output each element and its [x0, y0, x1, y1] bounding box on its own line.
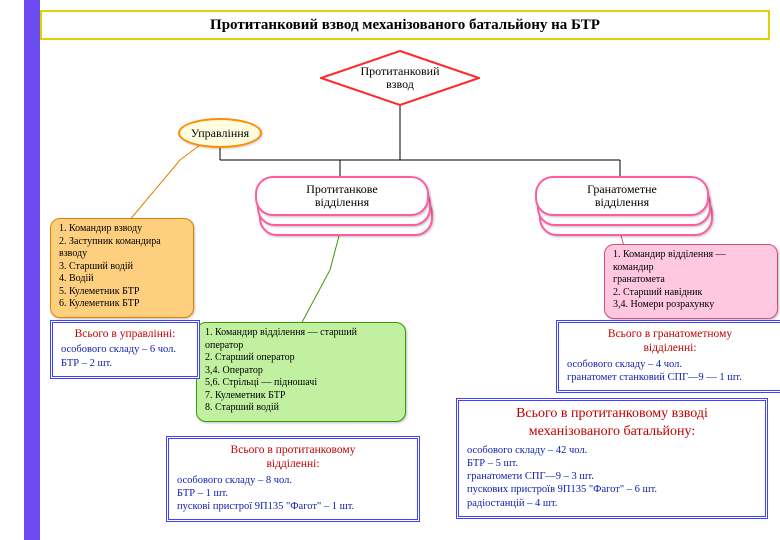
callout-management-text: 1. Командир взводу 2. Заступник командир…: [59, 223, 185, 311]
callout-grenade: 1. Командир відділення — командир гранат…: [604, 244, 778, 319]
summary-management-body: особового складу – 6 чол. БТР – 2 шт.: [61, 343, 189, 369]
title-bar: Протитанковий взвод механізованого батал…: [40, 10, 770, 40]
at-department-stack: Протитанкове відділення: [255, 176, 425, 232]
summary-total-header: Всього в протитанковому взводі механізов…: [467, 405, 757, 440]
grenade-department-stack: Гранатометне відділення: [535, 176, 705, 232]
left-stripe: [24, 0, 40, 540]
summary-at-header: Всього в протитанковому відділенні:: [177, 443, 409, 472]
summary-at: Всього в протитанковому відділенні: особ…: [166, 436, 420, 522]
root-node: Протитанковий взвод: [320, 50, 480, 106]
summary-grenade-body: особового складу – 4 чол. гранатомет ста…: [567, 358, 773, 384]
summary-management: Всього в управлінні: особового складу – …: [50, 320, 200, 379]
summary-at-body: особового складу – 8 чол. БТР – 1 шт. пу…: [177, 474, 409, 513]
callout-management: 1. Командир взводу 2. Заступник командир…: [50, 218, 194, 318]
summary-grenade: Всього в гранатометному відділенні: особ…: [556, 320, 780, 393]
at-department-label: Протитанкове відділення: [306, 183, 377, 209]
page-title: Протитанковий взвод механізованого батал…: [210, 17, 600, 34]
management-label: Управління: [191, 126, 249, 141]
root-label: Протитанковий взвод: [320, 50, 480, 106]
summary-total-body: особового складу – 42 чол. БТР – 5 шт. г…: [467, 444, 757, 510]
callout-grenade-text: 1. Командир відділення — командир гранат…: [613, 249, 769, 312]
callout-at: 1. Командир відділення — старший операто…: [196, 322, 406, 422]
callout-at-text: 1. Командир відділення — старший операто…: [205, 327, 397, 415]
management-node: Управління: [178, 118, 262, 148]
summary-management-header: Всього в управлінні:: [61, 327, 189, 341]
grenade-department-label: Гранатометне відділення: [587, 183, 657, 209]
summary-total: Всього в протитанковому взводі механізов…: [456, 398, 768, 519]
summary-grenade-header: Всього в гранатометному відділенні:: [567, 327, 773, 356]
